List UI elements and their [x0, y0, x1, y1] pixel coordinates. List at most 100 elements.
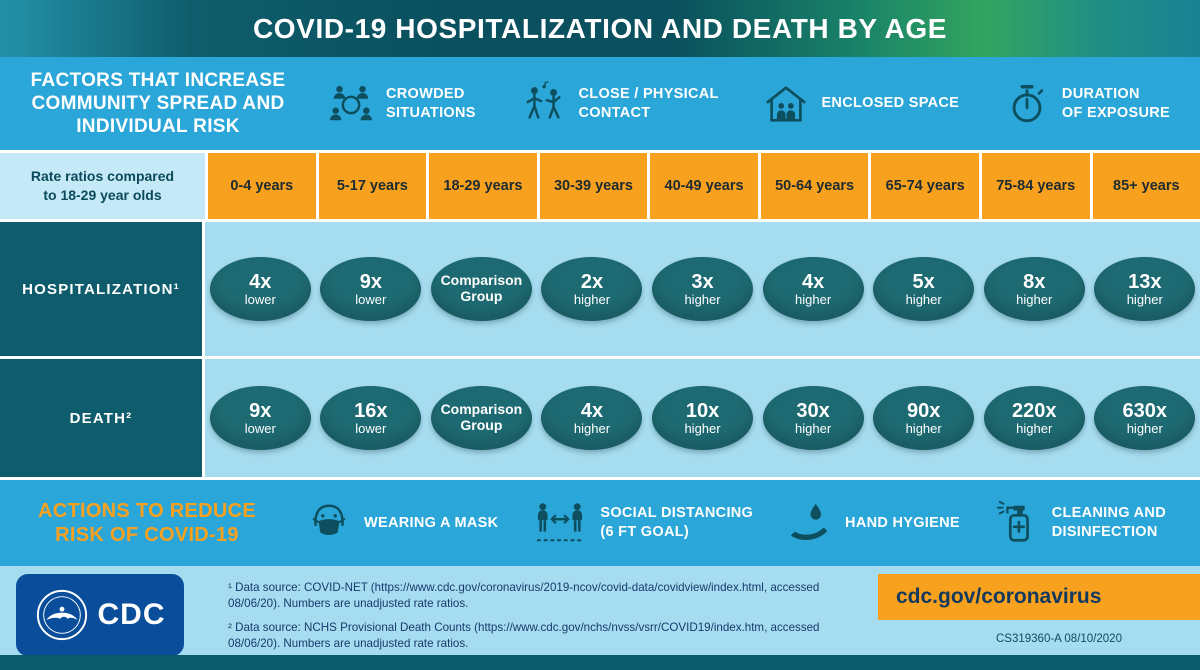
death-cells: 9x lower 16x lower Comparison Group 4x highe…: [205, 359, 1200, 477]
enclosed-space-icon: [766, 85, 807, 122]
factor-label: ENCLOSED SPACE: [821, 95, 960, 112]
comparison-group-oval: Comparison Group: [430, 386, 532, 450]
ratio-direction: higher: [795, 420, 832, 436]
action-label: WEARING A MASK: [364, 514, 499, 531]
ratio-direction: lower: [355, 291, 387, 307]
social-distancing-icon: [537, 503, 584, 542]
table-cell: 9x lower: [316, 222, 427, 356]
ratio-oval: 16x lower: [320, 386, 422, 450]
age-cell: 40-49 years: [650, 153, 758, 219]
ratio-direction: higher: [1016, 291, 1053, 307]
table-cell: 4x higher: [537, 359, 648, 477]
ratio-oval: 90x higher: [873, 386, 975, 450]
ratio-oval: 4x higher: [762, 257, 864, 321]
ratio-value: 3x: [691, 270, 714, 293]
crowded-situations-icon: [329, 85, 373, 120]
row-label-death: DEATH²: [0, 359, 205, 477]
ratio-oval: 30x higher: [762, 386, 864, 450]
ratio-value: 16x: [354, 399, 388, 422]
age-cell: 65-74 years: [871, 153, 979, 219]
ratio-value: 5x: [912, 270, 935, 293]
ratio-value: 30x: [796, 399, 830, 422]
action-label: CLEANING AND DISINFECTION: [1051, 505, 1166, 540]
ratio-oval: 8x higher: [983, 257, 1085, 321]
factors-items: CROWDED SITUATIONS CLOSE / PHYSICAL CONT…: [304, 80, 1170, 127]
close-physical-contact-icon: [525, 80, 561, 119]
factor-enclosed-space: ENCLOSED SPACE: [763, 81, 959, 127]
actions-items: WEARING A MASK: [278, 500, 1166, 546]
table-cell: 630x higher: [1090, 359, 1200, 477]
document-code: CS319360-A 08/10/2020: [996, 633, 1122, 645]
ratio-value: 630x: [1122, 399, 1168, 422]
table-cell: Comparison Group: [426, 222, 537, 356]
ratio-oval: 3x higher: [652, 257, 754, 321]
age-header-row: Rate ratios compared to 18-29 year olds …: [0, 150, 1200, 222]
age-cell: 5-17 years: [318, 153, 427, 219]
ratio-value: 9x: [359, 270, 382, 293]
table-cell: 9x lower: [205, 359, 316, 477]
footer: CDC ¹ Data source: COVID-NET (https://ww…: [0, 566, 1200, 656]
factor-label: CROWDED SITUATIONS: [386, 85, 476, 121]
factor-label: DURATION OF EXPOSURE: [1061, 85, 1170, 121]
ratio-direction: higher: [905, 420, 942, 436]
ratio-oval: 220x higher: [983, 386, 1085, 450]
ratio-oval: 13x higher: [1094, 257, 1196, 321]
age-cell: 75-84 years: [981, 153, 1090, 219]
ratio-direction: Group: [460, 417, 503, 433]
ratio-value: 90x: [906, 399, 941, 422]
actions-section: ACTIONS TO REDUCE RISK OF COVID-19 WEARI…: [0, 480, 1200, 566]
ratio-oval: 9x lower: [209, 386, 311, 450]
age-cell: 18-29 years: [429, 153, 537, 219]
table-cell: 10x higher: [647, 359, 758, 477]
ratio-value: 8x: [1023, 270, 1046, 293]
action-label: HAND HYGIENE: [845, 514, 960, 531]
ratio-value: 4x: [580, 399, 604, 422]
ratio-oval: 630x higher: [1094, 386, 1196, 450]
comparison-group-oval: Comparison Group: [430, 257, 532, 321]
action-cleaning: CLEANING AND DISINFECTION: [994, 500, 1166, 546]
action-label: SOCIAL DISTANCING (6 FT GOAL): [600, 505, 754, 540]
ratio-direction: higher: [795, 291, 832, 307]
bottom-strip: [0, 655, 1200, 670]
hospitalization-cells: 4x lower 9x lower Comparison Group 2x higher…: [205, 222, 1200, 356]
ratio-oval: 4x higher: [541, 386, 643, 450]
ratio-direction: higher: [573, 291, 611, 307]
ratio-oval: 4x lower: [209, 257, 311, 321]
cleaning-disinfection-icon: [996, 500, 1029, 542]
ratio-oval: 10x higher: [652, 386, 754, 450]
table-cell: 90x higher: [868, 359, 979, 477]
ratio-oval: 9x lower: [320, 257, 422, 321]
ratio-direction: Group: [460, 288, 503, 304]
action-wearing-mask: WEARING A MASK: [306, 500, 498, 546]
mask-icon: [312, 504, 346, 535]
ratio-direction: higher: [1126, 420, 1163, 436]
ratio-value: 4x: [801, 270, 825, 293]
factor-label: CLOSE / PHYSICAL CONTACT: [578, 85, 719, 121]
ratio-value: 9x: [249, 399, 272, 422]
action-social-distancing: SOCIAL DISTANCING (6 FT GOAL): [532, 500, 753, 546]
table-cell: 4x lower: [205, 222, 316, 356]
ratio-value: 13x: [1128, 270, 1162, 293]
table-cell: 220x higher: [979, 359, 1090, 477]
table-cell: 3x higher: [647, 222, 758, 356]
hospitalization-row: HOSPITALIZATION¹ 4x lower 9x lower Compari…: [0, 222, 1200, 359]
factors-title: FACTORS THAT INCREASE COMMUNITY SPREAD A…: [30, 69, 286, 138]
actions-title: ACTIONS TO REDUCE RISK OF COVID-19: [37, 499, 257, 546]
ratio-direction: higher: [684, 291, 721, 307]
ratio-value: 220x: [1011, 399, 1057, 422]
table-cell: 5x higher: [868, 222, 979, 356]
factor-close-contact: CLOSE / PHYSICAL CONTACT: [521, 80, 719, 127]
age-cell: 85+ years: [1092, 153, 1200, 219]
ratio-direction: lower: [244, 291, 276, 307]
footnote-2: ² Data source: NCHS Provisional Death Co…: [228, 621, 820, 650]
ratio-direction: higher: [573, 420, 611, 436]
ratio-oval: 5x higher: [873, 257, 975, 321]
table-cell: 2x higher: [537, 222, 648, 356]
age-cell: 0-4 years: [208, 153, 316, 219]
factors-section: FACTORS THAT INCREASE COMMUNITY SPREAD A…: [0, 57, 1200, 150]
ratio-value: 2x: [580, 270, 604, 293]
age-cell: 30-39 years: [539, 153, 648, 219]
cdc-seal-icon: [36, 589, 87, 641]
ratio-direction: lower: [244, 420, 276, 436]
